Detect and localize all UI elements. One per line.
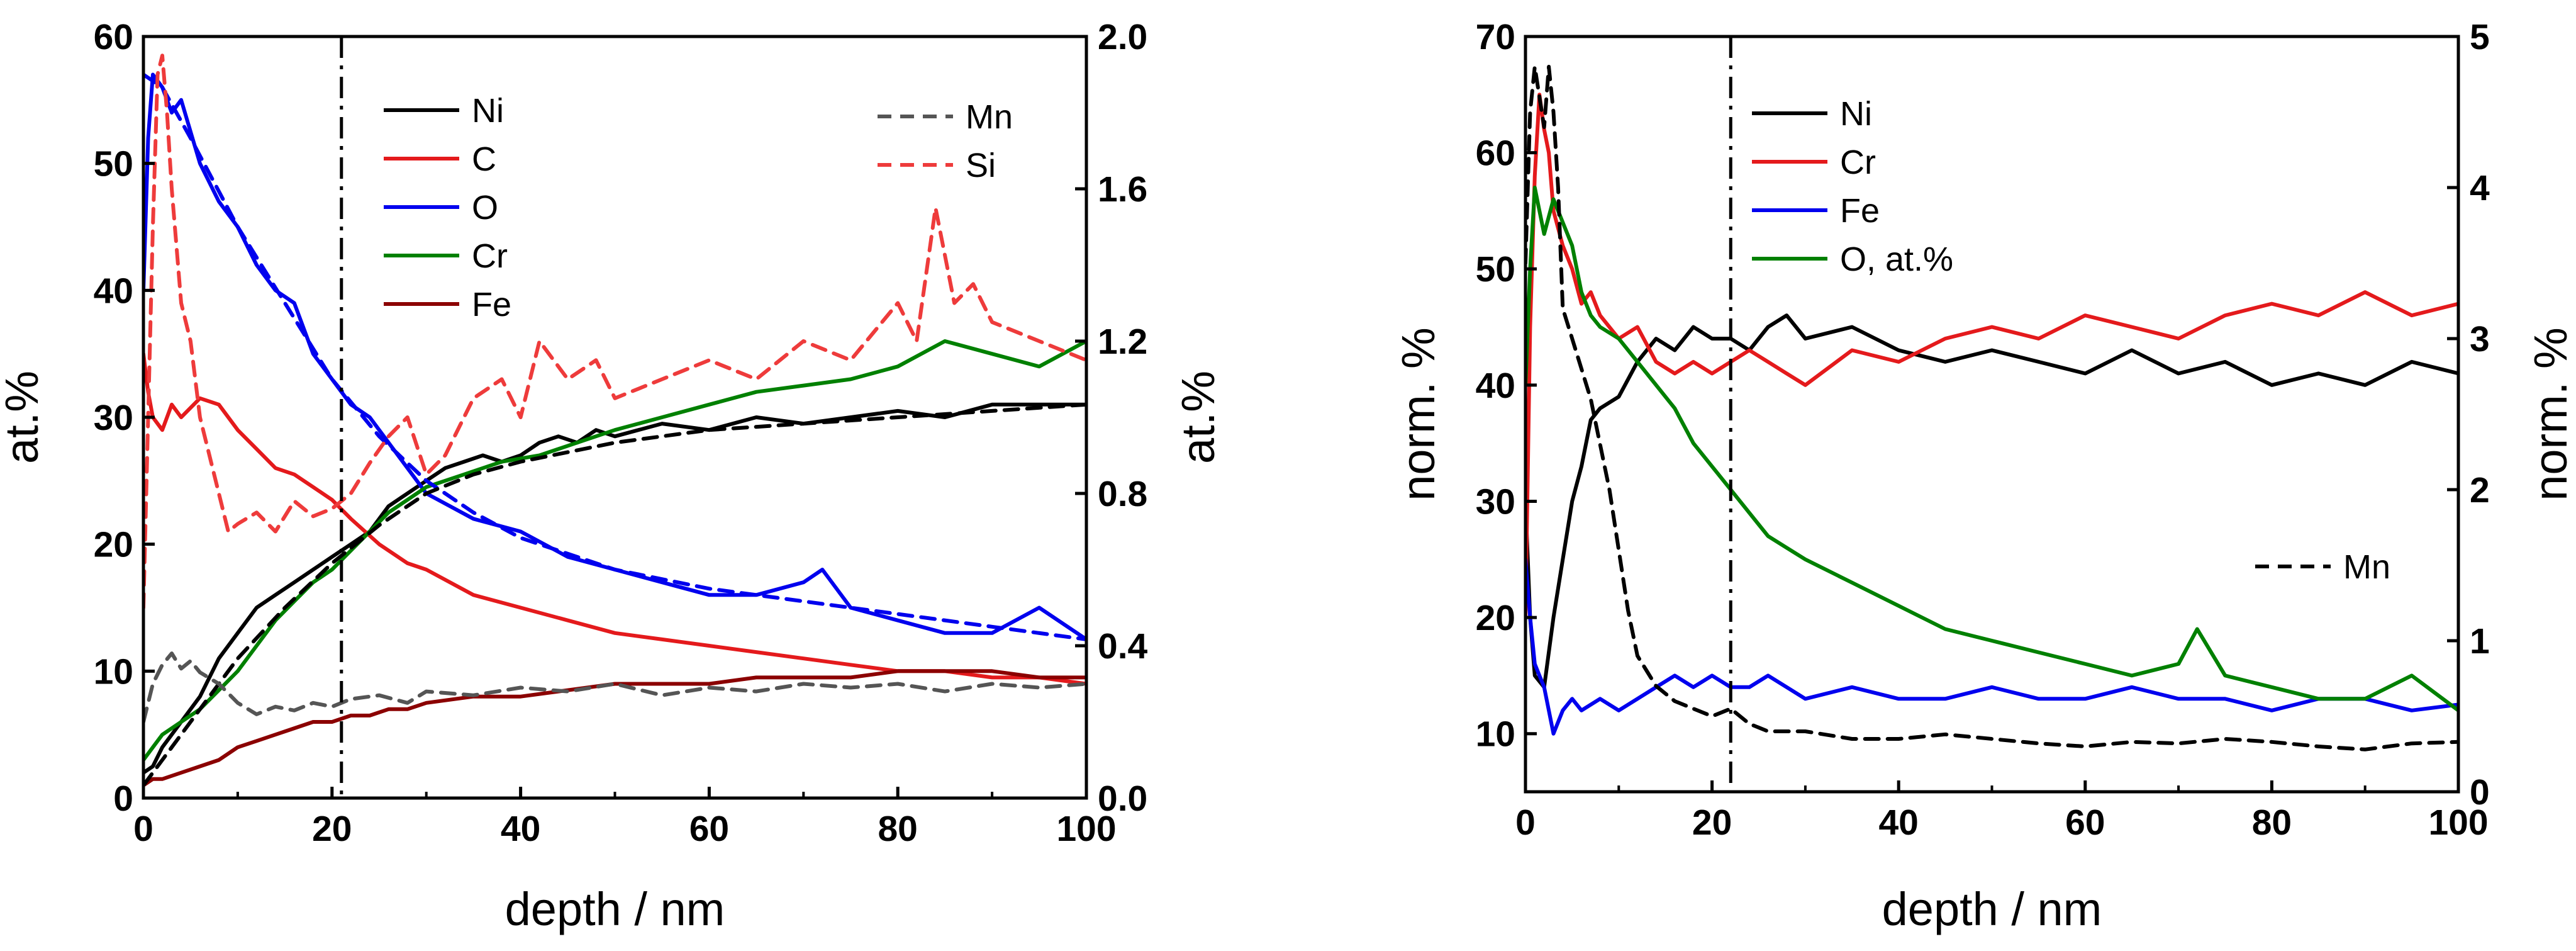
x-tick-label: 20 [312,809,352,849]
x-tick-label: 40 [1878,802,1918,843]
y2-tick-label: 0.4 [1098,626,1148,667]
series-line-mn [143,651,1086,724]
chart-left: 0 20 40 60 80 100 0 10 20 30 40 50 60 0.0 0.4 0.8 1.2 1.6… [0,17,1224,935]
y2-tick-label: 3 [2470,319,2490,359]
legend-label: Fe [472,286,511,324]
x-tick-label: 20 [1692,802,1732,843]
series-line-cr [143,339,1086,762]
x-tick-label: 60 [2065,802,2105,843]
legend-label: C [472,140,496,178]
y-tick-label: 30 [94,398,133,438]
y2-tick-label: 1 [2470,621,2490,661]
y-tick-label: 10 [1476,714,1515,755]
y2-tick-label: 0 [2470,772,2490,813]
series-line-si [143,53,1086,610]
x-tick-label: 40 [501,809,540,849]
y2-tick-label: 0.0 [1098,779,1147,819]
series-line-fe [1525,557,2458,736]
y2-tick-label: 2.0 [1098,17,1147,57]
x-tick-label: 0 [1515,802,1536,843]
series-line-o [143,72,1086,641]
legend: Ni Cr Fe O, at.% [1752,95,1953,278]
y-tick-label: 60 [94,17,133,57]
x-tick-label: 60 [689,809,729,849]
y-tick-label: 50 [1476,249,1515,290]
y2-tick-label: 4 [2470,168,2490,208]
legend-label: Ni [1840,95,1872,133]
y2-tick-label: 1.6 [1098,169,1147,210]
legend-label: Mn [2343,548,2390,586]
x-axis-label: depth / nm [1882,883,2102,935]
y-tick-label: 30 [1476,481,1515,522]
y-tick-label: 20 [94,525,133,565]
series-line-cr [1525,93,2458,620]
x-tick-label: 80 [2252,802,2292,843]
series-line-c [143,352,1086,686]
legend-label: Ni [472,92,504,130]
y2-axis-label: norm. % [2524,327,2576,501]
x-tick-label: 100 [1056,809,1116,849]
series-line-ni-fit [143,402,1086,787]
legend-label: O [472,189,498,227]
legend: Ni CO Cr Fe [384,92,511,324]
legend-label: O, at.% [1840,240,1953,278]
y-axis-label: at.% [0,371,48,464]
y-tick-label: 40 [94,271,133,311]
plot-frame [1524,35,2460,794]
x-axis-label: depth / nm [505,883,725,935]
legend: Mn Si [878,98,1013,184]
legend: Mn [2255,548,2390,586]
legend-label: Si [966,147,996,184]
y2-tick-label: 0.8 [1098,474,1147,514]
series-line-mn [1525,65,2458,751]
legend-label: Cr [472,237,508,275]
y-tick-label: 60 [1476,133,1515,174]
y2-axis-label: at.% [1172,371,1224,464]
chart-right: 0 20 40 60 80 100 10 20 30 40 50 60 70 0 1 2 3 4 5 depth / … [1392,17,2576,935]
x-tick-label: 80 [878,809,917,849]
series-line-ni [1525,313,2458,689]
series-line-fe [143,669,1086,787]
y2-tick-label: 1.2 [1098,322,1147,362]
y-tick-label: 50 [94,144,133,184]
legend-label: Mn [966,98,1013,136]
x-tick-label: 100 [2428,802,2488,843]
y2-tick-label: 2 [2470,470,2490,510]
series-group [1525,65,2458,751]
series-line-o-fit [143,72,1086,641]
series-line-o-at- [1525,186,2458,712]
y-axis-label: norm. % [1392,327,1444,501]
x-tick-label: 0 [133,809,153,849]
y-tick-label: 40 [1476,366,1515,406]
legend-label: Fe [1840,192,1880,230]
y-tick-label: 10 [94,651,133,692]
y-tick-label: 70 [1476,17,1515,57]
y-tick-label: 0 [113,779,133,819]
y-tick-label: 20 [1476,598,1515,638]
series-line-ni [143,402,1086,775]
series-group [143,53,1086,787]
y2-tick-label: 5 [2470,17,2490,57]
legend-label: Cr [1840,143,1876,181]
